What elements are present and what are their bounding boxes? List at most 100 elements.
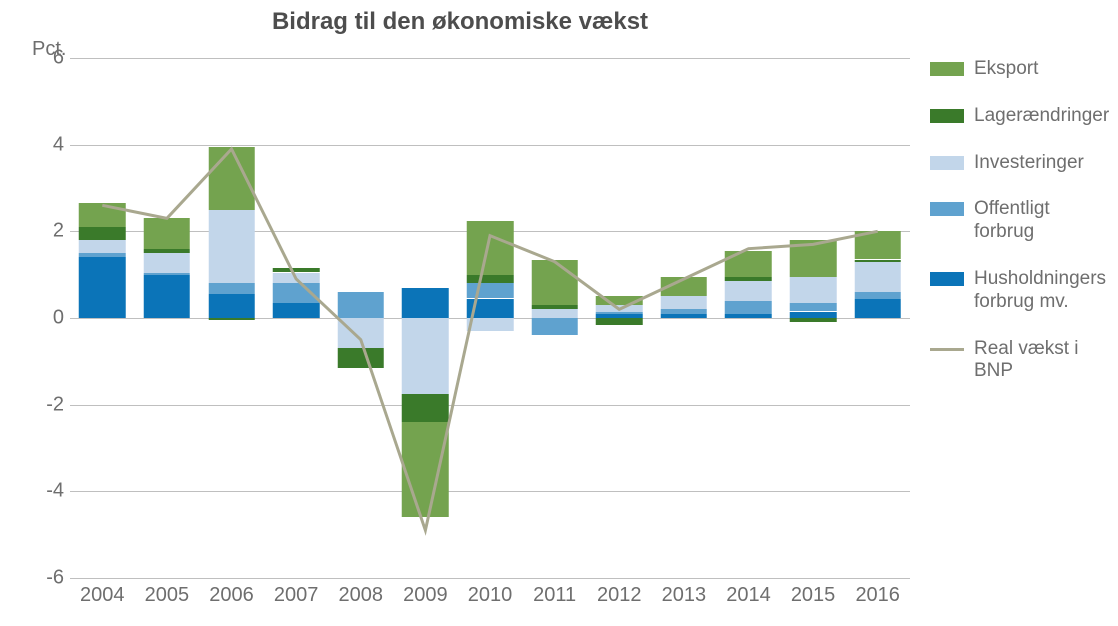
- bar-group: [790, 58, 837, 578]
- bar-group: [725, 58, 772, 578]
- x-tick-label: 2009: [394, 584, 456, 607]
- chart-title: Bidrag til den økonomiske vækst: [0, 8, 920, 36]
- legend: Eksport Lagerændringer Investeringer Offent…: [930, 58, 1110, 407]
- y-tick-label: 4: [30, 133, 64, 156]
- bar-segment-lager: [273, 268, 320, 272]
- legend-line-swatch: [930, 348, 964, 351]
- bar-segment-lager: [144, 249, 191, 253]
- bar-segment-offentligt: [531, 318, 578, 335]
- bar-segment-lager: [790, 318, 837, 322]
- bar-segment-lager: [208, 318, 255, 320]
- bar-segment-eksport: [467, 221, 514, 275]
- y-tick-label: -2: [30, 393, 64, 416]
- legend-swatch: [930, 156, 964, 170]
- x-tick-label: 2010: [459, 584, 521, 607]
- bar-segment-offentligt: [208, 283, 255, 294]
- gridline: [70, 578, 910, 579]
- bar-segment-eksport: [531, 260, 578, 306]
- bar-group: [79, 58, 126, 578]
- bar-segment-husholdninger: [79, 257, 126, 318]
- x-tick-label: 2014: [717, 584, 779, 607]
- bar-segment-offentligt: [273, 283, 320, 303]
- x-tick-label: 2015: [782, 584, 844, 607]
- bar-segment-investeringer: [273, 273, 320, 284]
- legend-item: Lagerændringer: [930, 105, 1110, 128]
- bar-group: [208, 58, 255, 578]
- bar-group: [531, 58, 578, 578]
- bar-segment-offentligt: [596, 312, 643, 314]
- bar-segment-husholdninger: [467, 299, 514, 319]
- bar-segment-eksport: [596, 296, 643, 305]
- legend-swatch: [930, 272, 964, 286]
- legend-swatch: [930, 202, 964, 216]
- legend-label: Lagerændringer: [974, 105, 1109, 128]
- bar-segment-eksport: [725, 251, 772, 277]
- bar-segment-investeringer: [208, 210, 255, 284]
- legend-swatch: [930, 109, 964, 123]
- bar-segment-husholdninger: [854, 299, 901, 319]
- bar-segment-husholdninger: [144, 275, 191, 318]
- bar-segment-husholdninger: [402, 288, 449, 318]
- x-tick-label: 2005: [136, 584, 198, 607]
- bar-segment-lager: [402, 394, 449, 422]
- legend-item: Real vækst i BNP: [930, 338, 1110, 384]
- y-tick-label: 2: [30, 220, 64, 243]
- bar-segment-investeringer: [531, 309, 578, 318]
- bar-segment-offentligt: [338, 292, 385, 318]
- plot-area: -6-4-20246200420052006200720082009201020…: [40, 58, 910, 578]
- bar-segment-eksport: [854, 231, 901, 259]
- legend-label: Husholdningers forbrug mv.: [974, 268, 1110, 314]
- bar-segment-offentligt: [854, 292, 901, 299]
- legend-swatch: [930, 62, 964, 76]
- bar-segment-offentligt: [79, 253, 126, 257]
- legend-item: Husholdningers forbrug mv.: [930, 268, 1110, 314]
- x-tick-label: 2008: [330, 584, 392, 607]
- bar-segment-offentligt: [144, 273, 191, 275]
- legend-item: Investeringer: [930, 152, 1110, 175]
- x-tick-label: 2013: [653, 584, 715, 607]
- bar-group: [854, 58, 901, 578]
- bar-segment-eksport: [402, 422, 449, 517]
- legend-label: Real vækst i BNP: [974, 338, 1110, 384]
- bar-segment-investeringer: [79, 240, 126, 253]
- bar-segment-offentligt: [725, 301, 772, 314]
- y-tick-label: -4: [30, 480, 64, 503]
- bar-segment-offentligt: [661, 309, 708, 313]
- bar-segment-investeringer: [467, 318, 514, 331]
- bar-segment-lager: [854, 260, 901, 262]
- bar-segment-eksport: [661, 277, 708, 297]
- bar-segment-investeringer: [854, 262, 901, 292]
- bar-group: [273, 58, 320, 578]
- bar-segment-husholdninger: [661, 314, 708, 318]
- bar-group: [467, 58, 514, 578]
- bar-group: [402, 58, 449, 578]
- legend-item: Offentligt forbrug: [930, 198, 1110, 244]
- x-tick-label: 2004: [71, 584, 133, 607]
- x-tick-label: 2011: [524, 584, 586, 607]
- legend-label: Investeringer: [974, 152, 1084, 175]
- bar-segment-eksport: [208, 147, 255, 210]
- bar-segment-investeringer: [402, 318, 449, 394]
- bar-segment-offentligt: [790, 303, 837, 312]
- bar-segment-eksport: [79, 203, 126, 227]
- bar-segment-lager: [79, 227, 126, 240]
- bar-segment-investeringer: [790, 277, 837, 303]
- bar-segment-lager: [467, 275, 514, 284]
- bar-group: [144, 58, 191, 578]
- bar-segment-lager: [725, 277, 772, 281]
- bar-group: [596, 58, 643, 578]
- x-tick-label: 2012: [588, 584, 650, 607]
- bar-group: [338, 58, 385, 578]
- bar-segment-lager: [596, 318, 643, 325]
- y-tick-label: 0: [30, 307, 64, 330]
- legend-item: Eksport: [930, 58, 1110, 81]
- x-tick-label: 2006: [201, 584, 263, 607]
- bar-segment-investeringer: [725, 281, 772, 301]
- bar-segment-lager: [531, 305, 578, 309]
- bar-segment-investeringer: [144, 253, 191, 273]
- legend-label: Eksport: [974, 58, 1038, 81]
- bar-segment-investeringer: [596, 305, 643, 312]
- bar-segment-husholdninger: [273, 303, 320, 318]
- bar-segment-investeringer: [661, 296, 708, 309]
- x-tick-label: 2016: [847, 584, 909, 607]
